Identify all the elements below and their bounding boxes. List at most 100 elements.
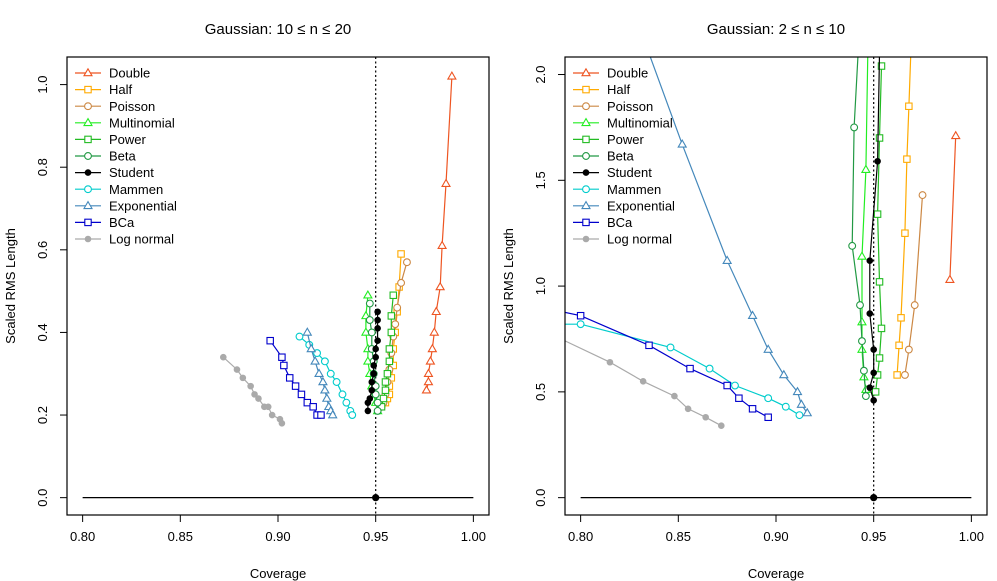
data-point-exponential: [763, 344, 774, 353]
series-double: [944, 130, 961, 284]
nominal-point: [372, 494, 380, 502]
data-point-bca: [735, 394, 743, 402]
data-point-exponential: [317, 376, 328, 386]
data-point-bca: [645, 341, 653, 350]
data-point-poisson: [910, 301, 919, 310]
data-point-half: [897, 314, 905, 322]
series-bca: [266, 336, 325, 419]
data-point-power: [379, 394, 388, 403]
legend-marker-power: [84, 135, 92, 144]
data-point-bca: [291, 382, 300, 390]
data-point-bca: [285, 374, 294, 382]
data-point-exponential: [722, 255, 733, 264]
data-point-half: [893, 371, 901, 379]
data-point-student: [372, 345, 379, 353]
data-point-exponential: [778, 369, 789, 379]
legend-marker-mammen: [582, 185, 590, 194]
data-point-double: [435, 281, 446, 291]
data-point-bca: [309, 403, 317, 411]
data-point-log-normal: [255, 395, 262, 402]
data-point-power: [871, 388, 880, 396]
data-point-power: [387, 312, 396, 320]
data-point-student: [870, 369, 877, 377]
data-point-exponential: [802, 407, 813, 417]
data-point-log-normal: [671, 392, 678, 400]
data-point-half: [397, 250, 405, 258]
data-point-double: [429, 327, 440, 336]
data-point-beta: [365, 316, 374, 324]
data-point-bca: [576, 311, 585, 320]
legend-marker-multinomial: [83, 117, 93, 127]
series-poisson: [900, 191, 927, 379]
series-mammen: [565, 320, 804, 420]
legend-label: Power: [607, 132, 645, 147]
data-point-power: [385, 357, 394, 366]
data-point-mammen: [781, 402, 790, 411]
data-point-mammen: [320, 357, 329, 366]
data-point-exponential: [314, 368, 324, 378]
data-point-exponential: [321, 393, 332, 402]
data-point-mammen: [795, 411, 804, 420]
left-chart-panel: Gaussian: 10 ≤ n ≤ 20 Coverage Scaled RMS …: [3, 21, 490, 581]
data-point-half: [903, 155, 911, 163]
data-point-exponential: [747, 310, 758, 319]
legend-marker-beta: [582, 152, 590, 160]
y-tick-label: 1.0: [533, 277, 548, 295]
data-point-beta: [850, 123, 859, 132]
series-half: [893, 57, 915, 379]
data-point-student: [368, 378, 376, 386]
data-point-mammen: [338, 390, 347, 399]
data-point-student: [366, 395, 374, 402]
series-bca: [558, 308, 772, 422]
data-point-student: [370, 362, 378, 369]
series-line-multinomial: [365, 295, 379, 412]
y-tick-label: 0.5: [533, 383, 548, 401]
x-tick-label: 0.80: [70, 529, 95, 544]
data-point-poisson: [393, 303, 402, 312]
series-line-poisson: [904, 195, 924, 375]
legend-marker-student: [84, 169, 92, 176]
data-point-double: [427, 343, 438, 353]
data-point-log-normal: [702, 413, 709, 421]
series-power: [377, 291, 398, 411]
data-point-bca: [723, 381, 731, 390]
data-point-student: [874, 157, 881, 165]
x-tick-label: 0.95: [861, 529, 886, 544]
data-point-student: [368, 386, 376, 394]
data-point-double: [423, 368, 434, 378]
data-point-poisson: [397, 278, 406, 287]
legend-marker-exponential: [83, 200, 93, 210]
data-point-beta: [365, 299, 374, 308]
plot-frame: [564, 56, 988, 516]
y-tick-label: 1.0: [35, 76, 50, 94]
data-point-mammen: [731, 381, 739, 390]
series-student: [364, 308, 381, 415]
data-point-bca: [558, 308, 564, 314]
data-point-half: [905, 102, 913, 111]
data-point-exponential: [302, 327, 313, 336]
series-line-power: [380, 295, 394, 407]
data-point-double: [441, 178, 451, 188]
data-point-log-normal: [233, 366, 241, 373]
data-point-exponential: [310, 356, 321, 365]
right-chart-panel: Gaussian: 2 ≤ n ≤ 10 Coverage Scaled RMS L…: [501, 21, 988, 581]
data-point-student: [877, 51, 883, 57]
data-point-log-normal: [558, 336, 564, 342]
data-point-beta: [856, 57, 860, 58]
data-point-log-normal: [684, 405, 692, 413]
data-point-beta: [373, 398, 382, 407]
plot-area: [82, 57, 474, 515]
data-point-exponential: [645, 49, 653, 56]
legend-label: Log normal: [607, 232, 672, 247]
series-double: [421, 71, 457, 394]
data-point-power: [381, 378, 390, 386]
y-tick-label: 1.5: [533, 171, 548, 189]
legend-label: Exponential: [607, 198, 675, 213]
data-point-double: [421, 384, 432, 394]
legend-label: BCa: [109, 215, 135, 230]
data-point-beta: [856, 301, 864, 310]
data-point-student: [364, 407, 372, 415]
series-log-normal: [558, 336, 725, 430]
